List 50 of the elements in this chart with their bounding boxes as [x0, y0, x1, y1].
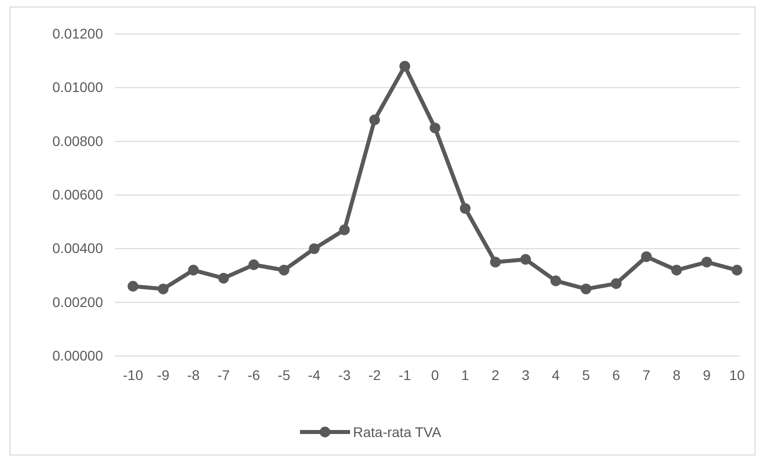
x-tick-label: 5	[582, 366, 590, 383]
x-tick-label: -4	[308, 366, 321, 383]
point	[490, 256, 501, 268]
x-tick-label: 7	[642, 366, 650, 383]
x-tick-label: -2	[368, 366, 382, 383]
point	[641, 251, 652, 262]
point	[430, 122, 440, 134]
x-tick-label: 9	[702, 366, 711, 383]
x-tick-label: -1	[398, 366, 412, 383]
x-tick-label: -5	[278, 366, 290, 383]
point	[248, 259, 260, 270]
y-tick-label: 0.00000	[52, 347, 104, 364]
x-tick-label: 4	[552, 366, 560, 383]
x-tick-label: -10	[122, 366, 144, 383]
x-tick-label: 10	[729, 366, 745, 383]
x-tick-label: 0	[431, 366, 440, 383]
point	[732, 264, 742, 276]
y-tick-label: 0.00400	[52, 240, 104, 256]
legend-label: Rata-rata TVA	[353, 424, 442, 440]
point	[460, 203, 471, 214]
point	[701, 256, 712, 268]
x-tick-label: -9	[156, 366, 170, 383]
x-tick-label: 1	[461, 366, 470, 383]
x-tick-label: -3	[338, 366, 351, 383]
x-tick-label: -7	[217, 366, 230, 383]
y-tick-label: 0.01000	[52, 79, 104, 96]
point	[520, 254, 531, 265]
y-tick-label: 0.00800	[52, 132, 104, 149]
y-tick-label: 0.00600	[52, 186, 104, 202]
point	[188, 264, 199, 276]
point	[278, 264, 290, 276]
y-tick-label: 0.01200	[52, 25, 104, 42]
point	[218, 272, 229, 284]
point	[550, 276, 562, 286]
point	[399, 60, 410, 72]
x-tick-label: 6	[612, 366, 620, 383]
y-tick-label: 0.00200	[52, 294, 104, 310]
point	[610, 278, 622, 289]
point	[671, 264, 682, 276]
point	[339, 224, 350, 236]
x-tick-label: -8	[187, 366, 200, 383]
point	[308, 243, 320, 254]
point	[369, 114, 380, 126]
x-tick-label: 3	[522, 366, 530, 383]
point	[580, 284, 592, 294]
x-tick-label: 2	[492, 366, 500, 383]
x-tick-label: 8	[672, 366, 681, 383]
point	[128, 280, 138, 292]
point	[158, 284, 169, 294]
x-tick-label: -6	[248, 366, 260, 383]
